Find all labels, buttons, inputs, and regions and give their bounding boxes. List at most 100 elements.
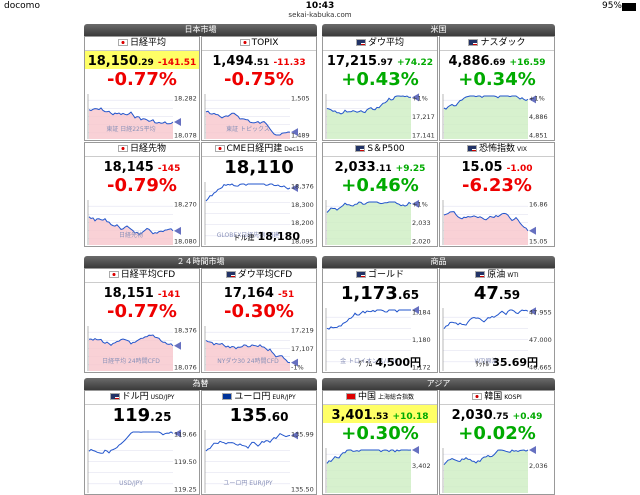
market-card[interactable]: 日経平均CFD 18,151 -141 -0.77% 18,376 18,076 日経平均 … [84, 268, 200, 373]
market-card[interactable]: 中国 上海総合指数 3,401.53 +10.18 +0.30% 3,402 [322, 390, 438, 495]
flag [225, 271, 236, 278]
chart-caption: GLOBEX日経先物 円建 [217, 231, 279, 239]
mini-chart: 18,282 18,078 東証 日経225平均 [87, 94, 197, 140]
price: 4,886 [448, 54, 490, 69]
current-marker [412, 93, 419, 102]
section-header: 米国 [322, 24, 555, 36]
card-name: 日経平均 [129, 38, 166, 48]
current-marker [291, 183, 298, 192]
price: 18,150 [87, 54, 138, 69]
mini-chart: 17,219 17,107 -1% NYダウ30 24時間CFD [204, 326, 314, 372]
chart-caption: WTI原油 [474, 357, 497, 365]
current-marker [174, 341, 181, 350]
flag [345, 393, 356, 400]
card-name-row: 日経先物 [85, 143, 199, 157]
axis-label: 1,489 [291, 132, 310, 140]
price-row: 18,150.29 -141.51 [85, 51, 199, 69]
market-card[interactable]: 日経平均 18,150.29 -141.51 -0.77% 18,282 18,078 東証… [84, 36, 200, 141]
change: -141 [157, 290, 181, 300]
axis-label: 18,300 [291, 201, 314, 209]
price-row: 2,033.11 +9.25 [323, 157, 437, 175]
market-card[interactable]: S＆P500 2,033.11 +9.25 +0.46% +1% 2,033 2,020 [322, 142, 438, 247]
section-header: アジア [322, 378, 555, 390]
market-card[interactable]: 韓国 KOSPI 2,030.75 +0.49 +0.02% 2,036 [439, 390, 555, 495]
axis-label: 119.25 [174, 486, 197, 494]
clock: 10:43 [305, 1, 335, 11]
card-name-row: 原油 WTI [440, 269, 554, 283]
price-row: 18,151 -141 [85, 283, 199, 301]
market-card[interactable]: 日経先物 18,145 -145 -0.79% 18,270 18,080 日経先物 [84, 142, 200, 247]
flag [108, 271, 119, 278]
card-name: ユーロ円 [234, 392, 271, 402]
card-name-row: CME日経円建 Dec15 [202, 143, 316, 157]
section-header: 為替 [84, 378, 317, 390]
axis-label: 2,033 [412, 219, 431, 227]
price-decimals: .65 [397, 288, 420, 302]
chart-caption: USD/JPY [119, 480, 143, 487]
price-decimals: .51 [253, 58, 270, 68]
market-card[interactable]: 恐怖指数 VIX 15.05 -1.00 -6.23% 16.86 15.05 [439, 142, 555, 247]
alt-price-label: ドル建 [233, 234, 255, 242]
current-marker [291, 358, 298, 367]
card-subname: USD/JPY [150, 394, 175, 401]
percent-change: -0.75% [224, 69, 294, 90]
mini-chart: 3,402 [325, 446, 431, 493]
axis-label: 46.665 [529, 364, 552, 372]
market-card[interactable]: ダウ平均CFD 17,164 -51 -0.30% 17,219 17,107 -1% NYダ… [201, 268, 317, 373]
market-card[interactable]: CME日経円建 Dec15 18,110 18,376 18,300 18,200 18,0… [201, 142, 317, 247]
current-marker [174, 226, 181, 235]
chart-price-line [88, 334, 174, 347]
price: 18,151 [103, 286, 154, 301]
url[interactable]: sekai-kabuka.com [288, 11, 352, 19]
percent-change: +0.02% [458, 423, 536, 444]
chart-area [206, 340, 290, 371]
market-card[interactable]: ダウ平均 17,215.97 +74.22 +0.43% +1% 17,217 17,141 [322, 36, 438, 141]
card-subname: 上海総合指数 [378, 394, 415, 401]
market-card[interactable]: TOPIX 1,494.51 -11.33 -0.75% 1,505 1,489 東証 トピ… [201, 36, 317, 141]
chart-price-line [88, 216, 174, 236]
price-decimals: .53 [372, 412, 389, 422]
card-subname: Dec15 [284, 146, 304, 153]
alt-price-value: 4,500円 [375, 356, 421, 369]
mini-chart: 135.99 135.50 ユーロ円 EUR/JPY [204, 430, 314, 494]
axis-label: 119.66 [174, 431, 197, 439]
axis-label: 18,282 [174, 95, 197, 103]
card-name: ドル円 [121, 392, 149, 402]
card-name-row: ダウ平均CFD [202, 269, 316, 283]
axis-label: 18,076 [174, 364, 197, 372]
card-name-row: 日経平均CFD [85, 269, 199, 283]
change: +16.59 [509, 58, 546, 68]
market-card[interactable]: 原油 WTI 47.59 47.955 47.000 46.665 WTI原油 ﾘｯﾄﾙ 35.… [439, 268, 555, 373]
axis-label: 18,078 [174, 132, 197, 140]
card-name: 中国 [357, 392, 376, 402]
price-decimals: .97 [377, 58, 394, 68]
price-row: 17,215.97 +74.22 [323, 51, 437, 69]
alt-price-label: ｸﾞﾗﾑ [358, 360, 373, 368]
card-name-row: 韓国 KOSPI [440, 391, 554, 405]
market-card[interactable]: ドル円 USD/JPY 119.25 119.66 119.50 119.25 USD/JP… [84, 390, 200, 495]
price-row: 18,145 -145 [85, 157, 199, 175]
axis-label: 16.86 [529, 201, 548, 209]
current-marker [174, 118, 181, 127]
flag [117, 39, 128, 46]
market-card[interactable]: ナスダック 4,886.69 +16.59 +0.34% +1% 4,886 4,851 [439, 36, 555, 141]
price: 135 [229, 405, 268, 426]
card-name-row: S＆P500 [323, 143, 437, 157]
card-name: TOPIX [251, 38, 279, 48]
battery: 95% [601, 1, 622, 11]
axis-label: 1,172 [412, 364, 431, 372]
chart-price-line [205, 432, 291, 452]
card-name: 日経平均CFD [120, 270, 176, 280]
percent-change: -6.23% [462, 175, 532, 196]
section-header: 商品 [322, 256, 555, 268]
flag [472, 393, 483, 400]
axis-label: 1,505 [291, 95, 310, 103]
price-decimals: .60 [267, 410, 289, 424]
mini-chart: +1% 2,033 2,020 [325, 199, 431, 246]
chart-area [444, 96, 528, 139]
change: -51 [277, 290, 295, 300]
market-card[interactable]: ユーロ円 EUR/JPY 135.60 135.99 135.50 ユーロ円 EUR/JP… [201, 390, 317, 495]
chart-price-line [443, 309, 529, 330]
market-card[interactable]: ゴールド 1,173.65 1,184 1,180 1,172 金 トロイオンス/ドル ｸﾞ… [322, 268, 438, 373]
axis-label: 1,180 [412, 336, 431, 344]
